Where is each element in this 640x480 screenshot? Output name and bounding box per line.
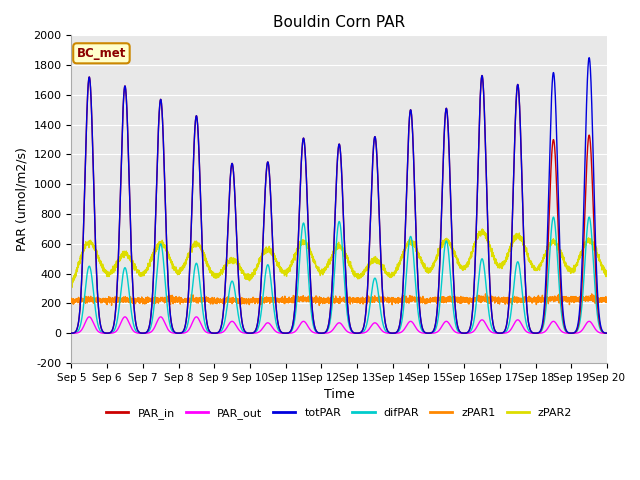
zPAR1: [68, 299, 76, 304]
Line: totPAR: totPAR: [72, 58, 607, 333]
zPAR1: [316, 302, 323, 308]
totPAR: [603, 330, 611, 336]
Legend: PAR_in, PAR_out, totPAR, difPAR, zPAR1, zPAR2: PAR_in, PAR_out, totPAR, difPAR, zPAR1, …: [102, 403, 577, 423]
PAR_out: [603, 330, 611, 336]
PAR_in: [429, 328, 437, 334]
PAR_in: [319, 330, 327, 336]
PAR_in: [478, 72, 486, 78]
difPAR: [164, 307, 172, 312]
X-axis label: Time: Time: [324, 388, 355, 401]
totPAR: [429, 328, 437, 334]
Line: zPAR2: zPAR2: [72, 229, 607, 288]
difPAR: [319, 330, 327, 336]
zPAR2: [68, 282, 76, 288]
PAR_out: [602, 330, 610, 336]
totPAR: [602, 330, 610, 336]
PAR_out: [429, 330, 437, 336]
totPAR: [459, 330, 467, 336]
zPAR2: [479, 226, 486, 232]
zPAR2: [319, 266, 327, 272]
Line: PAR_out: PAR_out: [72, 317, 607, 333]
PAR_out: [460, 330, 467, 336]
difPAR: [68, 330, 76, 336]
difPAR: [586, 214, 593, 220]
zPAR1: [164, 296, 172, 302]
PAR_in: [602, 330, 610, 336]
difPAR: [603, 330, 611, 336]
zPAR2: [429, 262, 437, 267]
PAR_in: [68, 330, 76, 336]
PAR_out: [319, 330, 327, 336]
zPAR1: [429, 296, 437, 301]
Title: Bouldin Corn PAR: Bouldin Corn PAR: [273, 15, 405, 30]
zPAR2: [490, 253, 497, 259]
difPAR: [602, 330, 610, 336]
zPAR1: [603, 298, 611, 304]
difPAR: [429, 329, 437, 335]
PAR_out: [164, 326, 172, 332]
totPAR: [490, 323, 497, 328]
PAR_out: [85, 314, 93, 320]
Y-axis label: PAR (umol/m2/s): PAR (umol/m2/s): [15, 147, 28, 251]
Text: BC_met: BC_met: [77, 47, 126, 60]
totPAR: [586, 55, 593, 60]
zPAR2: [164, 249, 172, 255]
PAR_in: [459, 330, 467, 336]
zPAR1: [490, 297, 497, 303]
totPAR: [68, 330, 76, 336]
totPAR: [319, 330, 327, 336]
Line: difPAR: difPAR: [72, 217, 607, 333]
PAR_in: [490, 324, 497, 329]
zPAR1: [603, 299, 611, 304]
difPAR: [459, 330, 467, 336]
zPAR2: [603, 270, 611, 276]
Line: zPAR1: zPAR1: [72, 294, 607, 305]
difPAR: [490, 328, 497, 334]
totPAR: [164, 268, 172, 274]
zPAR1: [319, 297, 327, 303]
PAR_out: [490, 330, 497, 336]
zPAR1: [588, 291, 596, 297]
PAR_out: [68, 330, 76, 336]
zPAR2: [603, 273, 611, 278]
PAR_in: [164, 268, 172, 274]
zPAR1: [460, 294, 467, 300]
zPAR2: [68, 285, 76, 290]
PAR_in: [603, 330, 611, 336]
Line: PAR_in: PAR_in: [72, 75, 607, 333]
zPAR2: [460, 267, 467, 273]
